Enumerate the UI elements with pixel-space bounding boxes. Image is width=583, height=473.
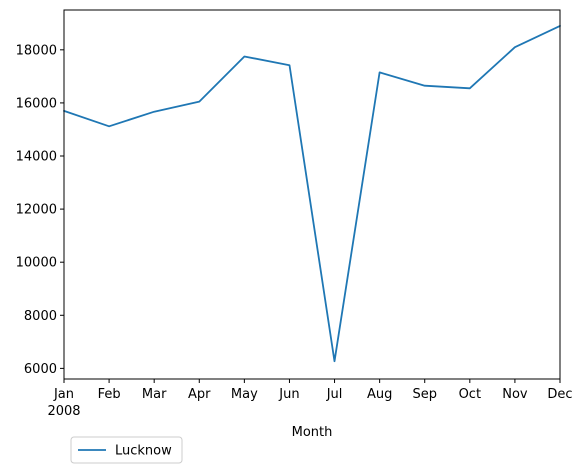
legend: Lucknow [70,436,183,464]
y-tick-label: 10000 [16,256,57,271]
x-tick-label: Oct [459,387,481,402]
series-line-lucknow [63,24,561,363]
series-lines [63,24,561,363]
y-axis-ticks: 6000 8000 10000 12000 14000 16000 18000 [16,43,64,377]
x-tick-label: Aug [367,387,392,402]
x-axis-ticks: Jan Feb Mar Apr May Jun Jul Aug Sep Oct Nov Dec [53,379,573,402]
y-tick-label: 14000 [16,150,57,165]
x-tick-label: Nov [502,387,528,402]
x-tick-label: May [231,387,258,402]
x-tick-label: Dec [547,387,572,402]
x-tick-label: Apr [188,387,211,402]
y-tick-label: 8000 [24,309,57,324]
legend-label: Lucknow [115,444,172,459]
y-tick-label: 16000 [16,96,57,111]
x-tick-label: Feb [98,387,121,402]
legend-box [70,436,183,464]
y-tick-label: 6000 [24,362,57,377]
x-tick-label: Mar [142,387,167,402]
plot-frame [63,9,561,380]
x-tick-label: Sep [412,387,437,402]
y-tick-label: 18000 [16,43,57,58]
x-tick-label: Jun [278,387,299,402]
x-axis-label: Month [292,425,333,440]
x-tick-label: Jan [53,387,74,402]
x-tick-label: Jul [326,387,343,402]
y-tick-label: 12000 [16,203,57,218]
x-tick-sublabel-year: 2008 [47,404,80,419]
